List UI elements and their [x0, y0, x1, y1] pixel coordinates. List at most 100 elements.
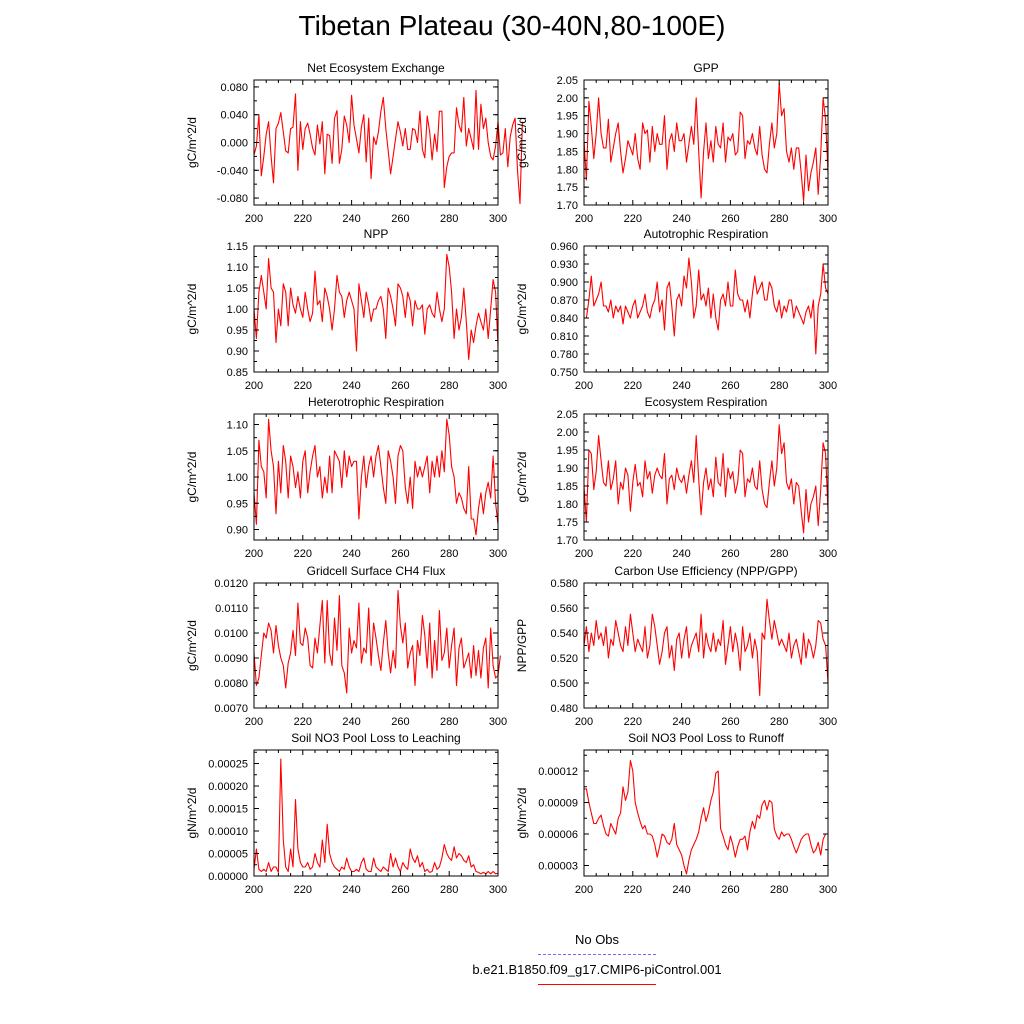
y-tick-label: 0.900	[550, 277, 578, 289]
y-axis-label: gN/m^2/d	[515, 788, 529, 839]
x-tick-label: 220	[624, 213, 642, 225]
x-tick-label: 240	[342, 213, 360, 225]
x-tick-label: 200	[245, 213, 263, 225]
y-tick-label: 0.95	[227, 325, 248, 337]
chart-panel: 200 220 240 260 280 300 0.480 0.500 0.520 0.540 0.…	[515, 564, 837, 728]
x-tick-label: 260	[721, 884, 739, 896]
x-tick-label: 220	[294, 884, 312, 896]
chart-title: Soil NO3 Pool Loss to Leaching	[291, 731, 460, 745]
chart-title: Heterotrophic Respiration	[308, 395, 444, 409]
y-tick-label: 2.05	[557, 75, 578, 87]
y-tick-label: 1.05	[227, 446, 248, 458]
chart-panel: 200 220 240 260 280 300 0.85 0.90 0.95 1.00 1.05 1.…	[185, 227, 507, 392]
x-tick-label: 280	[770, 884, 788, 896]
y-tick-label: 0.540	[550, 628, 578, 640]
x-tick-label: 280	[440, 213, 458, 225]
x-tick-label: 280	[770, 716, 788, 728]
y-axis-label: gC/m^2/d	[185, 284, 199, 335]
y-tick-label: 0.520	[550, 653, 578, 665]
series-line	[583, 598, 829, 697]
series-line	[253, 253, 499, 360]
x-tick-label: 300	[489, 213, 507, 225]
series-line	[584, 257, 829, 355]
x-tick-label: 200	[245, 548, 263, 560]
x-tick-label: 260	[391, 380, 409, 392]
y-tick-label: 2.05	[557, 409, 578, 421]
x-tick-label: 220	[624, 548, 642, 560]
x-tick-label: 260	[721, 548, 739, 560]
y-axis-label: gC/m^2/d	[515, 452, 529, 503]
y-tick-label: 0.90	[227, 346, 248, 358]
y-tick-label: 0.560	[550, 603, 578, 615]
y-tick-label: -0.080	[217, 193, 248, 205]
y-axis-label: NPP/GPP	[515, 619, 529, 672]
y-tick-label: 1.00	[227, 304, 248, 316]
y-tick-label: 0.0120	[214, 578, 248, 590]
y-tick-label: 0.500	[550, 678, 578, 690]
chart-panel: 200 220 240 260 280 300 0.0070 0.0080 0.0090 0.01…	[185, 564, 507, 728]
x-tick-label: 260	[391, 548, 409, 560]
x-tick-label: 220	[624, 884, 642, 896]
x-tick-label: 280	[440, 380, 458, 392]
y-tick-label: 0.750	[550, 367, 578, 379]
x-tick-label: 280	[440, 716, 458, 728]
x-tick-label: 300	[819, 884, 837, 896]
x-tick-label: 280	[770, 548, 788, 560]
x-tick-label: 300	[819, 213, 837, 225]
y-tick-label: 1.75	[557, 182, 578, 194]
x-tick-label: 240	[672, 213, 690, 225]
y-tick-label: 0.000	[220, 138, 248, 150]
x-tick-label: 260	[721, 716, 739, 728]
y-tick-label: 0.580	[550, 578, 578, 590]
y-tick-label: 1.00	[227, 472, 248, 484]
x-tick-label: 280	[440, 548, 458, 560]
y-tick-label: 2.00	[557, 93, 578, 105]
x-tick-label: 200	[245, 716, 263, 728]
series-line	[253, 89, 523, 205]
legend-obs-line	[538, 954, 656, 955]
x-tick-label: 200	[245, 380, 263, 392]
x-tick-label: 240	[672, 380, 690, 392]
y-axis-label: gN/m^2/d	[185, 788, 199, 839]
x-tick-label: 220	[294, 548, 312, 560]
y-axis-label: gC/m^2/d	[185, 452, 199, 503]
y-tick-label: 0.00003	[538, 861, 578, 873]
y-tick-label: 1.10	[227, 262, 248, 274]
y-tick-label: 1.85	[557, 481, 578, 493]
x-tick-label: 260	[391, 884, 409, 896]
y-tick-label: 1.80	[557, 499, 578, 511]
y-tick-label: 1.80	[557, 164, 578, 176]
plot-frame	[253, 413, 499, 541]
x-tick-label: 300	[819, 548, 837, 560]
legend-obs-label: No Obs	[574, 932, 620, 947]
x-tick-label: 300	[489, 548, 507, 560]
x-tick-label: 280	[770, 213, 788, 225]
chart-title: Ecosystem Respiration	[645, 395, 768, 409]
chart-title: Gridcell Surface CH4 Flux	[307, 564, 446, 578]
chart-panel: 200 220 240 260 280 300 -0.080 -0.040 0.000 0.040…	[185, 61, 523, 225]
y-axis-label: gC/m^2/d	[515, 117, 529, 168]
chart-title: Soil NO3 Pool Loss to Runoff	[628, 731, 785, 745]
y-tick-label: 0.960	[550, 241, 578, 253]
y-tick-label: 0.0110	[215, 603, 248, 615]
chart-title: Net Ecosystem Exchange	[307, 61, 445, 75]
y-tick-label: 1.10	[227, 420, 248, 432]
y-tick-label: 0.00005	[208, 849, 248, 861]
y-tick-label: 0.00010	[208, 826, 248, 838]
chart-title: Carbon Use Efficiency (NPP/GPP)	[614, 564, 797, 578]
x-tick-label: 300	[489, 716, 507, 728]
x-tick-label: 220	[624, 716, 642, 728]
chart-panel: 200 220 240 260 280 300 1.70 1.75 1.80 1.85 1.90 1.…	[515, 61, 837, 225]
y-tick-label: 0.00009	[538, 798, 578, 810]
y-tick-label: 0.90	[227, 525, 248, 537]
x-tick-label: 240	[342, 548, 360, 560]
y-tick-label: 1.90	[557, 463, 578, 475]
x-tick-label: 240	[342, 884, 360, 896]
x-tick-label: 240	[672, 716, 690, 728]
series-line	[583, 83, 829, 202]
y-tick-label: 0.00012	[538, 766, 578, 778]
x-tick-label: 260	[391, 716, 409, 728]
y-tick-label: 0.00015	[208, 804, 248, 816]
y-tick-label: -0.040	[217, 165, 248, 177]
